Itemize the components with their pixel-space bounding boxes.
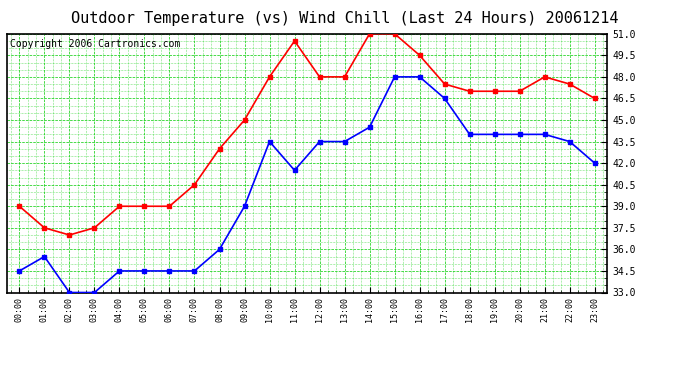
Text: Copyright 2006 Cartronics.com: Copyright 2006 Cartronics.com bbox=[10, 39, 180, 49]
Text: Outdoor Temperature (vs) Wind Chill (Last 24 Hours) 20061214: Outdoor Temperature (vs) Wind Chill (Las… bbox=[71, 11, 619, 26]
